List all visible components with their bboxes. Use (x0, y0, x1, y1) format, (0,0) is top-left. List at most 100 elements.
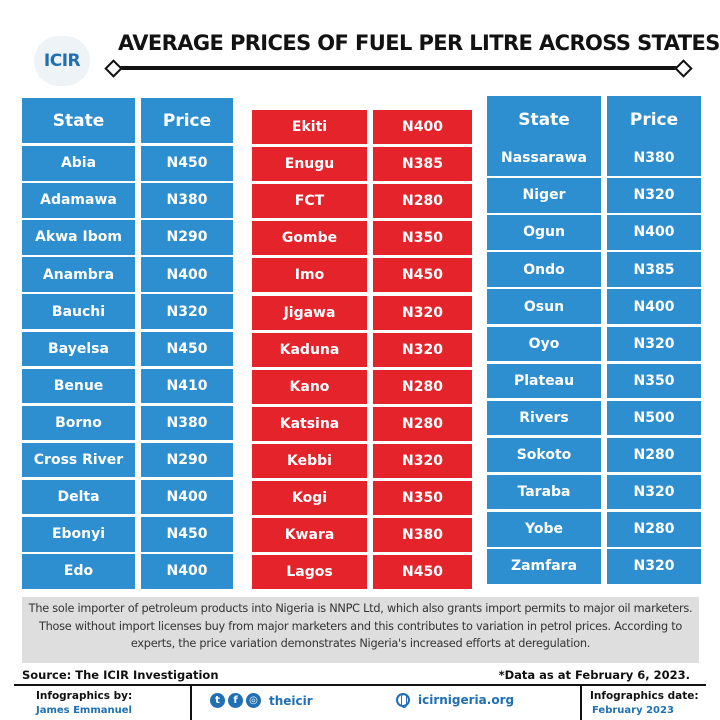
price-value: N450 (141, 331, 233, 366)
website-url[interactable]: icirnigeria.org (418, 693, 515, 707)
price-value: N400 (373, 110, 472, 144)
page-title: AVERAGE PRICES OF FUEL PER LITRE ACROSS … (118, 31, 720, 55)
state-name: Kogi (252, 481, 367, 515)
state-name: Bayelsa (22, 331, 135, 366)
price-value: N280 (373, 369, 472, 404)
price-column-header: Price (141, 98, 233, 143)
price-value: N280 (607, 437, 701, 473)
state-name: Imo (252, 258, 367, 293)
price-value: N500 (607, 400, 701, 436)
price-value: N290 (141, 220, 233, 255)
price-value: N320 (607, 474, 701, 510)
facebook-icon[interactable]: f (228, 693, 243, 708)
state-name: Edo (22, 554, 135, 589)
state-name: Ogun (487, 215, 601, 250)
price-value: N450 (373, 555, 472, 590)
price-value: N350 (373, 481, 472, 515)
table-row: Bauchi N320 (22, 294, 233, 329)
infographics-by-name: James Emmanuel (36, 705, 132, 716)
state-name: Taraba (487, 474, 601, 510)
table-row: Sokoto N280 (487, 437, 701, 473)
state-name: Kwara (252, 518, 367, 553)
price-value: N410 (141, 368, 233, 404)
state-name: Yobe (487, 512, 601, 547)
price-value: N380 (141, 405, 233, 441)
website-link[interactable]: icirnigeria.org (396, 693, 515, 708)
state-name: Plateau (487, 363, 601, 399)
price-value: N320 (373, 295, 472, 330)
state-column-header: State (487, 96, 601, 143)
table-row: Lagos N450 (252, 555, 472, 590)
state-name: Kano (252, 369, 367, 404)
price-value: N380 (141, 183, 233, 218)
table-row: Borno N380 (22, 405, 233, 441)
diamond-right-icon (674, 59, 693, 78)
state-name: Delta (22, 479, 135, 515)
infographics-date-value: February 2023 (592, 705, 674, 716)
table-row: Bayelsa N450 (22, 331, 233, 366)
table-row: Edo N400 (22, 554, 233, 589)
table-row: Yobe N280 (487, 512, 701, 547)
price-value: N320 (373, 443, 472, 478)
social-handle[interactable]: theicir (269, 693, 313, 708)
twitter-icon[interactable]: t (210, 693, 225, 708)
state-name: Sokoto (487, 437, 601, 473)
price-value: N320 (141, 294, 233, 329)
state-name: Bauchi (22, 294, 135, 329)
state-name: Kebbi (252, 443, 367, 478)
table-row: Kebbi N320 (252, 443, 472, 478)
state-name: Borno (22, 405, 135, 441)
explanatory-note: The sole importer of petroleum products … (22, 597, 699, 663)
diamond-left-icon (104, 59, 123, 78)
table-row: Benue N410 (22, 368, 233, 404)
table-row: Delta N400 (22, 479, 233, 515)
state-name: Cross River (22, 442, 135, 478)
price-value: N385 (373, 147, 472, 182)
price-value: N400 (141, 257, 233, 292)
state-name: Ondo (487, 252, 601, 287)
table-header: State Price (22, 98, 233, 143)
table-row: Enugu N385 (252, 147, 472, 182)
table-row: FCT N280 (252, 184, 472, 219)
price-column-header: Price (607, 96, 701, 143)
table-row: Niger N320 (487, 178, 701, 213)
price-value: N280 (607, 512, 701, 547)
price-value: N380 (607, 141, 701, 176)
table-row: Akwa Ibom N290 (22, 220, 233, 255)
instagram-icon[interactable]: ◎ (246, 693, 261, 708)
logo-text: ICIR (43, 51, 81, 71)
table-row: Abia N450 (22, 146, 233, 181)
table-row: Taraba N320 (487, 474, 701, 510)
state-name: Katsina (252, 406, 367, 441)
price-value: N400 (141, 554, 233, 589)
state-name: Gombe (252, 221, 367, 256)
table-row: Cross River N290 (22, 442, 233, 478)
price-value: N320 (607, 549, 701, 584)
price-value: N400 (141, 479, 233, 515)
table-header: State Price (487, 96, 701, 143)
state-name: Osun (487, 289, 601, 324)
price-value: N280 (373, 406, 472, 441)
state-name: Abia (22, 146, 135, 181)
state-name: Zamfara (487, 549, 601, 584)
table-row: Zamfara N320 (487, 549, 701, 584)
table-row: Imo N450 (252, 258, 472, 293)
state-name: Lagos (252, 555, 367, 590)
table-row: Ekiti N400 (252, 110, 472, 144)
infographics-date-label: Infographics date: (590, 690, 699, 702)
price-value: N320 (607, 178, 701, 213)
table-row: Rivers N500 (487, 400, 701, 436)
state-name: FCT (252, 184, 367, 219)
price-value: N290 (141, 442, 233, 478)
state-name: Niger (487, 178, 601, 213)
state-name: Anambra (22, 257, 135, 292)
price-value: N350 (373, 221, 472, 256)
table-row: Jigawa N320 (252, 295, 472, 330)
title-underline (112, 66, 682, 70)
state-column-header: State (22, 98, 135, 143)
table-row: Kwara N380 (252, 518, 472, 553)
state-name: Jigawa (252, 295, 367, 330)
table-row: Ondo N385 (487, 252, 701, 287)
state-name: Nassarawa (487, 141, 601, 176)
price-value: N320 (373, 332, 472, 367)
